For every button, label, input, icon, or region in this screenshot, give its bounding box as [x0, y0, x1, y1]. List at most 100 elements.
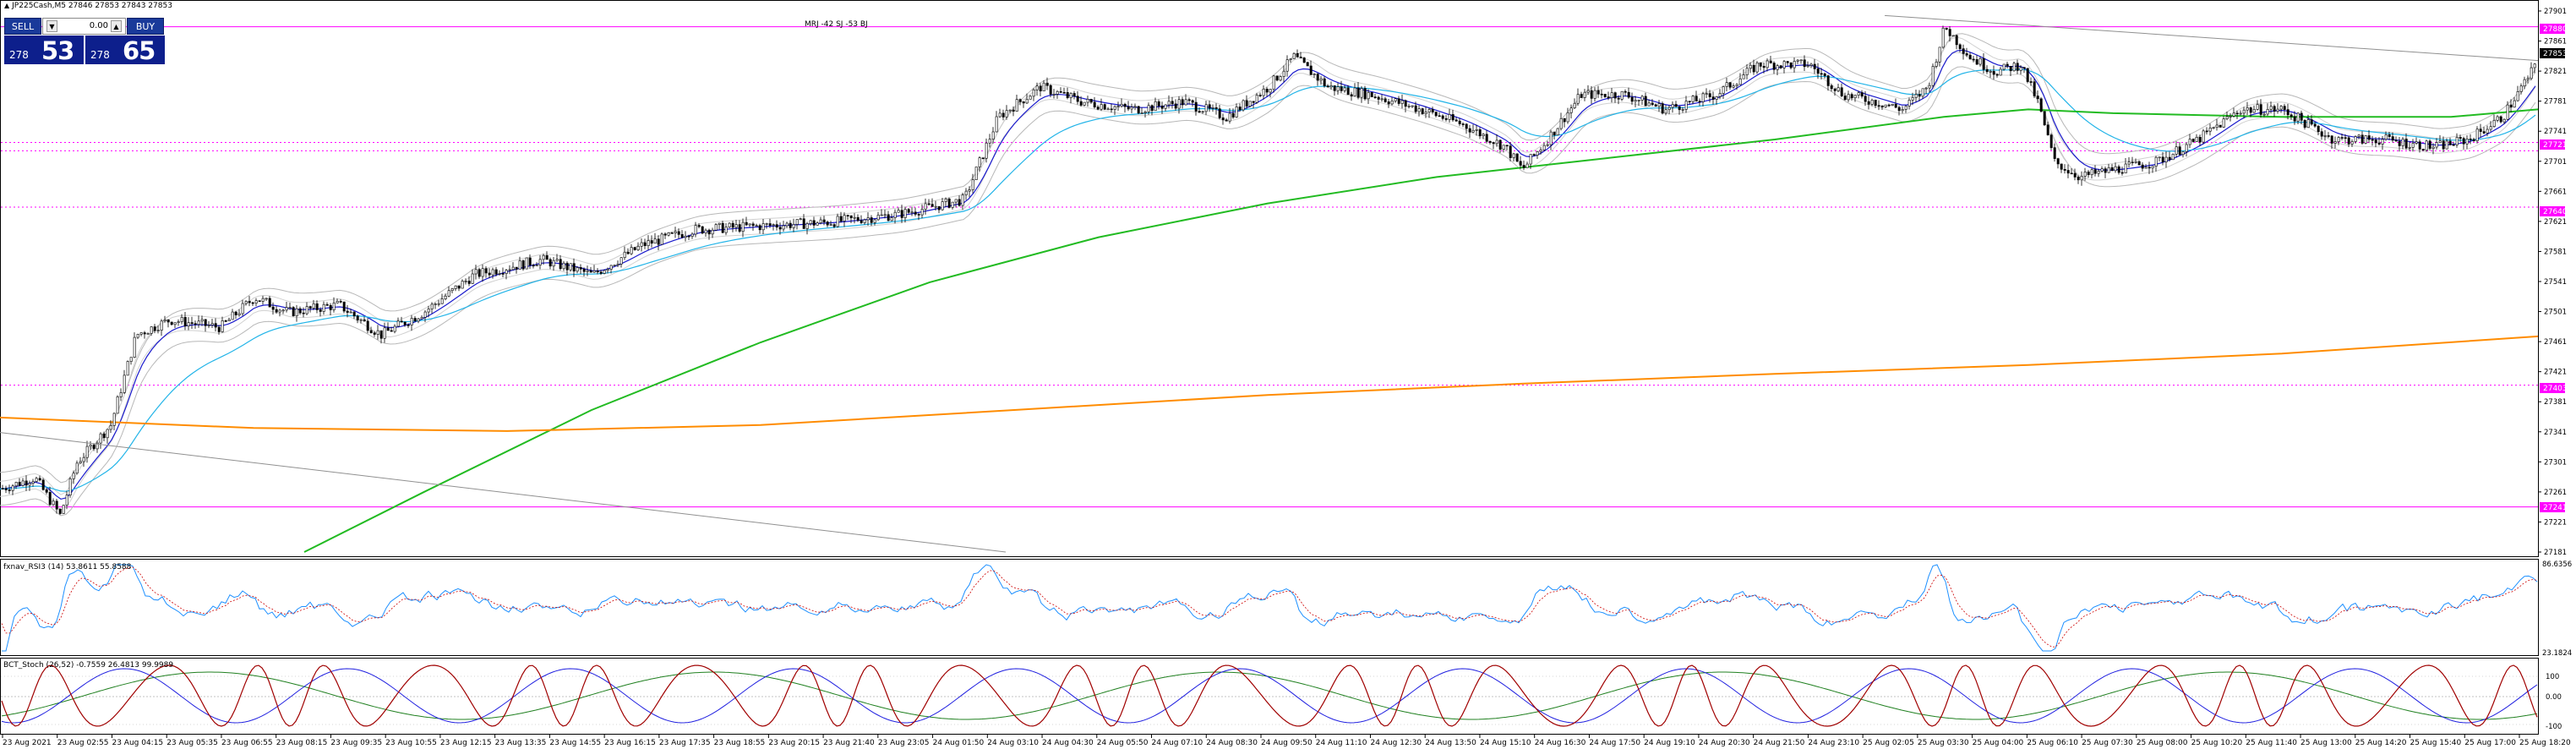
candle-body: [2242, 109, 2246, 114]
candle-body: [944, 198, 947, 202]
candle-body: [2266, 109, 2269, 115]
candle-body: [521, 260, 525, 270]
candle-body: [488, 272, 491, 276]
candle-body: [2127, 161, 2131, 165]
candle-body: [1039, 85, 1042, 91]
lot-increase-icon[interactable]: ▲: [111, 20, 122, 32]
candle-body: [1096, 107, 1100, 110]
candle-body: [1411, 105, 1414, 107]
price-tick-label: 27381: [2544, 398, 2567, 407]
candle-body: [1069, 93, 1072, 98]
bid-price-box[interactable]: 278 53: [4, 36, 84, 65]
candle-body: [1874, 100, 1877, 107]
price-tags: 27853 27880 27721 27640 27403 27241: [2540, 24, 2568, 512]
candle-body: [816, 222, 819, 226]
candle-body: [1843, 96, 1847, 101]
lot-size-input[interactable]: ▼ 0.00 ▲: [42, 18, 126, 35]
candle-body: [2225, 116, 2229, 119]
candle-body: [1850, 94, 1853, 99]
candle-body: [1847, 94, 1850, 101]
candle-body: [450, 288, 454, 292]
candle-body: [2110, 167, 2114, 172]
candle-body: [2374, 139, 2377, 144]
candle-body: [971, 179, 974, 190]
candle-body: [650, 240, 653, 244]
candle-body: [2425, 140, 2428, 151]
candle-body: [1032, 89, 1035, 97]
candle-body: [1965, 53, 1968, 56]
candle-body: [126, 361, 129, 376]
buy-button[interactable]: BUY: [127, 18, 164, 35]
time-tick-label: 24 Aug 04:30: [1042, 739, 1094, 747]
candle-body: [2239, 112, 2242, 115]
candle-body: [434, 303, 437, 305]
time-tick-label: 23 Aug 23:05: [878, 739, 930, 747]
candle-body: [2137, 161, 2141, 166]
candle-body: [1671, 104, 1674, 108]
candle-body: [2499, 116, 2502, 123]
candle-body: [684, 235, 687, 238]
candle-body: [843, 215, 846, 221]
candle-body: [538, 259, 542, 265]
candle-body: [1370, 92, 1373, 97]
symbol-header: ▲ JP225Cash,M5 27846 27853 27843 27853: [4, 2, 172, 10]
candle-body: [1079, 101, 1083, 106]
rsi-scale-top: 86.6356: [2542, 560, 2572, 569]
candle-body: [934, 205, 937, 208]
candle-body: [1174, 103, 1177, 109]
candle-body: [1519, 161, 1522, 166]
collapse-triangle-icon[interactable]: ▲: [4, 2, 10, 9]
candle-body: [2502, 118, 2506, 123]
candle-body: [82, 457, 85, 462]
sell-button[interactable]: SELL: [4, 18, 41, 35]
candle-body: [2168, 156, 2171, 161]
ask-price-box[interactable]: 278 65: [85, 36, 165, 65]
time-tick-label: 24 Aug 09:50: [1261, 739, 1313, 747]
candle-body: [1390, 101, 1394, 105]
candle-body: [221, 320, 224, 332]
candle-body: [346, 310, 349, 313]
candle-body: [214, 323, 217, 328]
candle-body: [870, 217, 873, 223]
price-tick-label: 27421: [2544, 369, 2567, 377]
candle-body: [1252, 101, 1255, 103]
candle-body: [1830, 85, 1833, 90]
candle-body: [880, 214, 883, 216]
lot-decrease-icon[interactable]: ▼: [46, 20, 57, 32]
candle-body: [572, 263, 576, 272]
candle-body: [2320, 131, 2323, 137]
ask-price-big: 65: [123, 36, 156, 65]
time-tick-label: 24 Aug 07:10: [1152, 739, 1203, 747]
candle-body: [2506, 104, 2509, 120]
candle-body: [849, 215, 853, 219]
candle-body: [2154, 156, 2158, 167]
candle-body: [194, 323, 197, 325]
candle-body: [1945, 27, 1948, 30]
candle-body: [1056, 90, 1059, 95]
price-candles: [1, 25, 2536, 516]
candle-body: [339, 301, 342, 303]
candle-body: [133, 336, 136, 358]
candle-body: [1461, 123, 1465, 125]
candle-body: [914, 211, 917, 215]
candle-body: [52, 500, 55, 506]
candle-body: [308, 306, 312, 309]
ema-green-line: [303, 108, 2539, 553]
candle-body: [1323, 78, 1326, 86]
candle-body: [275, 309, 278, 313]
candle-body: [562, 262, 565, 270]
candle-body: [2283, 106, 2286, 110]
candle-body: [386, 327, 390, 331]
candle-body: [2043, 111, 2046, 126]
candle-body: [2421, 149, 2425, 151]
candle-body: [1948, 29, 1951, 36]
candle-body: [1309, 65, 1313, 75]
candle-body: [643, 242, 647, 246]
candle-body: [501, 273, 505, 275]
candle-body: [565, 262, 569, 271]
candle-body: [336, 301, 339, 303]
candle-body: [1742, 74, 1745, 79]
candle-body: [2070, 172, 2073, 175]
candle-body: [2482, 131, 2486, 134]
